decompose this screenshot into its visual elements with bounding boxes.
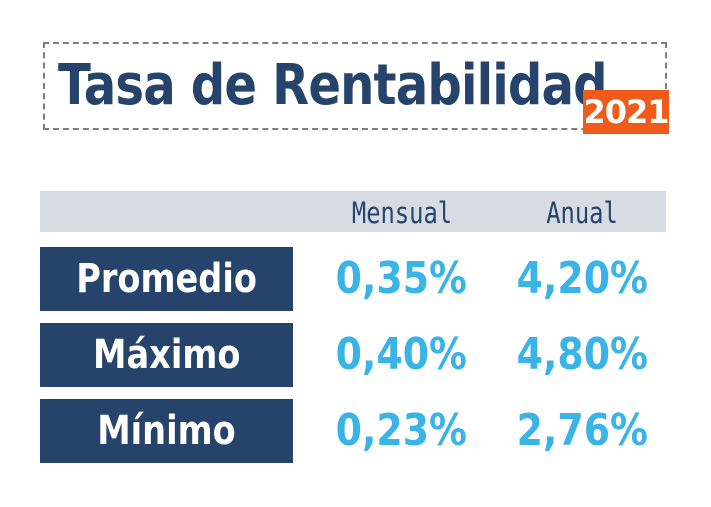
value-text: 4,20% bbox=[516, 253, 648, 304]
value-promedio-anual: 4,20% bbox=[497, 247, 667, 311]
value-minimo-mensual: 0,23% bbox=[316, 399, 486, 463]
column-header-anual: Anual bbox=[546, 196, 618, 230]
table-header-band bbox=[40, 191, 666, 232]
value-maximo-mensual: 0,40% bbox=[316, 323, 486, 387]
value-text: 0,40% bbox=[335, 329, 467, 380]
value-maximo-anual: 4,80% bbox=[497, 323, 667, 387]
value-text: 0,35% bbox=[335, 253, 467, 304]
value-text: 4,80% bbox=[516, 329, 648, 380]
row-label-minimo: Mínimo bbox=[40, 399, 293, 463]
title-frame bbox=[43, 42, 667, 130]
row-label-text: Promedio bbox=[76, 256, 257, 302]
row-label-text: Mínimo bbox=[97, 408, 236, 454]
row-label-promedio: Promedio bbox=[40, 247, 293, 311]
row-label-maximo: Máximo bbox=[40, 323, 293, 387]
year-badge: 2021 bbox=[583, 90, 670, 134]
value-text: 0,23% bbox=[335, 405, 467, 456]
page-title: Tasa de Rentabilidad bbox=[58, 53, 608, 118]
row-label-text: Máximo bbox=[92, 332, 241, 378]
value-text: 2,76% bbox=[516, 405, 648, 456]
column-header-mensual: Mensual bbox=[351, 196, 453, 230]
value-promedio-mensual: 0,35% bbox=[316, 247, 486, 311]
value-minimo-anual: 2,76% bbox=[497, 399, 667, 463]
